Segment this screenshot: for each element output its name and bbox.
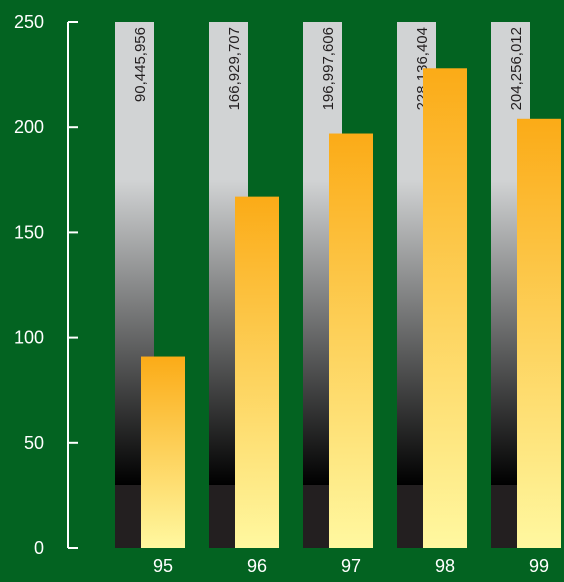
- y-tick-label: 100: [14, 328, 44, 348]
- bar-95: [141, 356, 185, 548]
- y-tick-label: 0: [34, 538, 44, 558]
- y-tick-label: 250: [14, 12, 44, 32]
- y-tick-label: 50: [24, 433, 44, 453]
- value-label: 90,445,956: [132, 27, 149, 102]
- value-label: 204,256,012: [508, 27, 525, 110]
- x-tick-label: 99: [529, 556, 549, 576]
- x-tick-label: 98: [435, 556, 455, 576]
- x-tick-label: 95: [153, 556, 173, 576]
- y-axis: 0 50 100 150 200 250: [14, 12, 78, 558]
- x-tick-label: 96: [247, 556, 267, 576]
- x-axis: 95 96 97 98 99: [153, 556, 549, 576]
- value-label: 166,929,707: [226, 27, 243, 110]
- value-label: 196,997,606: [320, 27, 337, 110]
- bar-99: [517, 118, 561, 548]
- bars: [141, 68, 561, 549]
- x-tick-label: 97: [341, 556, 361, 576]
- y-tick-label: 200: [14, 117, 44, 137]
- bar-97: [329, 133, 373, 548]
- bar-98: [423, 68, 467, 549]
- y-tick-label: 150: [14, 222, 44, 242]
- bar-96: [235, 196, 279, 548]
